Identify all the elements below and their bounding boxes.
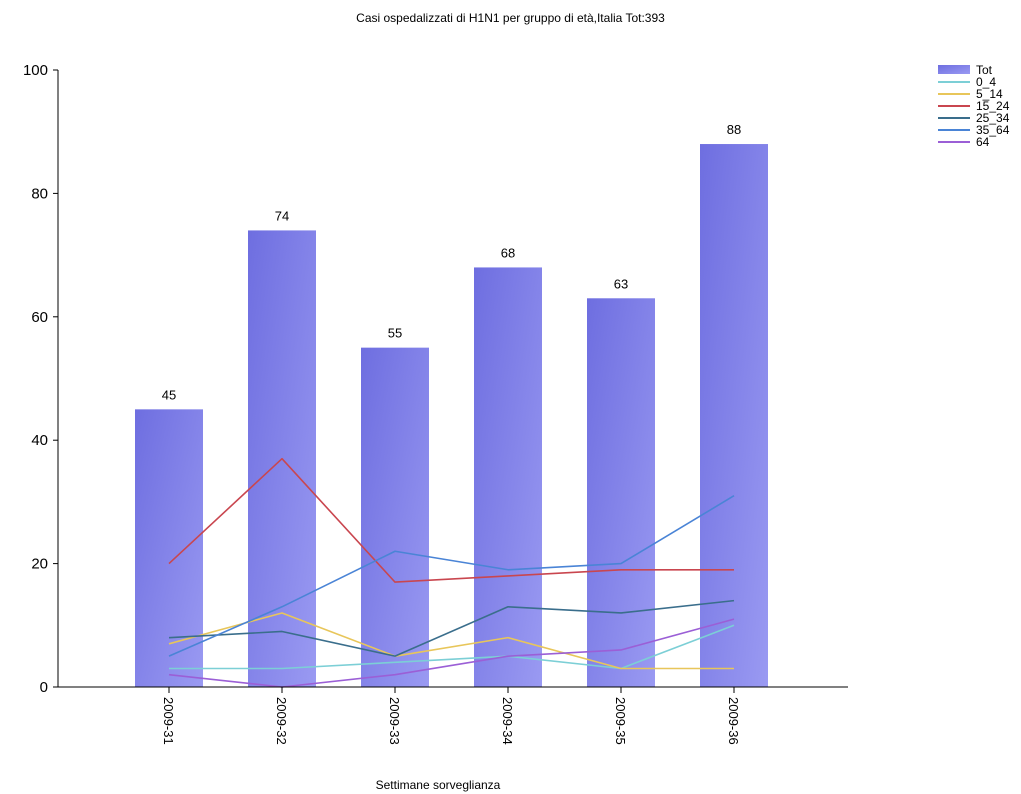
x-tick-label: 2009-34	[500, 697, 515, 745]
series-line-0_4	[169, 624, 735, 670]
legend-entry-label: 0_4	[976, 75, 996, 89]
bar-2009-31	[135, 409, 203, 687]
series-line-15_24	[168, 457, 734, 583]
series-line-5_14	[168, 612, 734, 670]
legend-entry-label: 25_34	[976, 111, 1010, 125]
y-tick-label: 40	[31, 432, 48, 449]
bar-2009-36	[700, 144, 768, 688]
y-tick-label: 60	[31, 309, 48, 326]
bar-value-label: 88	[727, 122, 741, 137]
legend-entry-label: 64	[976, 135, 990, 149]
series-line-35_64	[168, 495, 735, 657]
legend-entry-label: 35_64	[976, 123, 1010, 137]
bar-2009-34	[474, 267, 542, 687]
bar-value-label: 74	[275, 208, 289, 223]
legend-swatch-bar	[938, 65, 970, 74]
bar-value-label: 63	[614, 276, 628, 291]
chart-title: Casi ospedalizzati di H1N1 per gruppo di…	[356, 11, 665, 25]
x-tick-label: 2009-32	[274, 697, 289, 745]
bar-value-label: 55	[388, 326, 402, 341]
bar-value-label: 45	[162, 387, 176, 402]
legend-entry-label: Tot	[976, 63, 993, 77]
x-tick-label: 2009-36	[726, 697, 741, 745]
series-line-25_34	[168, 599, 735, 657]
bar-2009-33	[361, 347, 429, 687]
x-tick-label: 2009-33	[387, 697, 402, 745]
y-tick-label: 20	[31, 556, 48, 573]
y-tick-label: 0	[40, 679, 48, 696]
x-axis-label: Settimane sorveglianza	[375, 778, 501, 792]
y-tick-label: 100	[23, 62, 48, 79]
x-tick-label: 2009-31	[161, 697, 176, 745]
x-tick-label: 2009-35	[613, 697, 628, 745]
bar-value-label: 68	[501, 245, 515, 260]
bar-2009-35	[587, 298, 655, 687]
legend-entry-label: 5_14	[976, 87, 1003, 101]
y-tick-label: 80	[31, 185, 48, 202]
legend-entry-label: 15_24	[976, 99, 1010, 113]
series-line-64	[168, 618, 735, 688]
